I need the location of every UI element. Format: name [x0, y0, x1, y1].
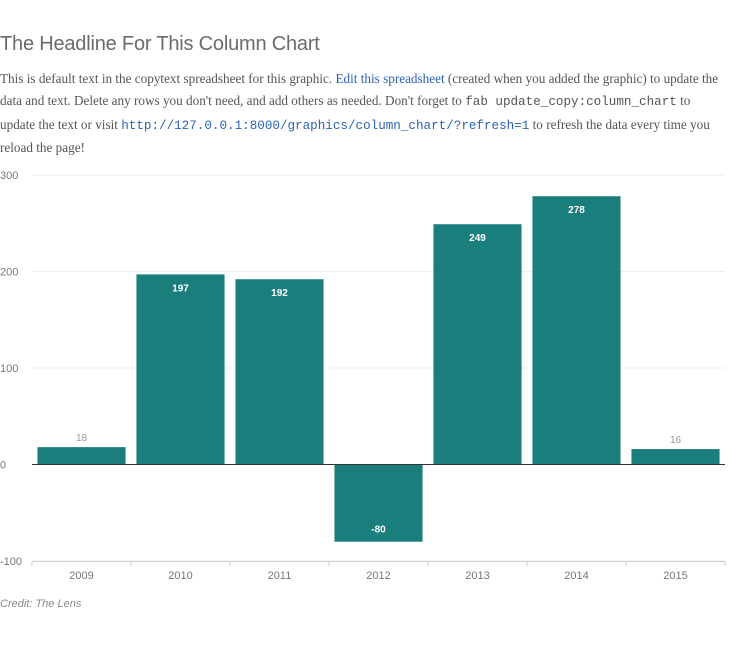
update-command: fab update_copy:column_chart: [465, 95, 677, 110]
y-tick-label: 100: [0, 363, 18, 375]
column-chart: -100 0 100 200 300 18 197 192 -80 249 278 16 2009 201…: [0, 170, 726, 582]
bar: [37, 447, 126, 465]
refresh-url-link[interactable]: http://127.0.0.1:8000/graphics/column_ch…: [121, 118, 530, 133]
bar-value-label: 278: [568, 205, 585, 216]
copy-outro: to refresh the data every time you reloa…: [0, 116, 710, 155]
y-tick-label: 200: [0, 267, 18, 279]
x-tick-label: 2012: [366, 570, 390, 582]
copy-middle: (created when you added the graphic) to …: [0, 71, 719, 109]
bar: [136, 274, 225, 465]
bar: [334, 464, 423, 542]
bar: [631, 449, 720, 465]
edit-spreadsheet-link[interactable]: Edit this spreadsheet: [335, 71, 445, 86]
x-tick-label: 2015: [663, 570, 687, 582]
bar-value-label: 16: [670, 435, 682, 446]
x-tick-label: 2014: [564, 570, 588, 582]
bar: [532, 196, 621, 465]
y-tick-label: 300: [0, 170, 18, 182]
x-tick-label: 2013: [465, 570, 489, 582]
y-tick-label: -100: [0, 556, 22, 568]
chart-credit: Credit: The Lens: [0, 598, 82, 610]
x-tick-label: 2011: [268, 570, 292, 582]
chart-description: This is default text in the copytext spr…: [0, 68, 726, 159]
chart-headline: The Headline For This Column Chart: [0, 33, 320, 55]
copy-intro: This is default text in the copytext spr…: [0, 71, 336, 86]
bar-value-label: -80: [371, 525, 386, 536]
bar-value-label: 18: [76, 433, 88, 444]
bar-value-label: 192: [271, 288, 288, 299]
x-tick-label: 2009: [69, 570, 93, 582]
copy-after-command: to update the text or visit: [0, 93, 691, 132]
bar: [433, 224, 522, 465]
bar-value-label: 197: [172, 283, 189, 294]
bar-value-label: 249: [469, 233, 486, 244]
bar: [235, 279, 324, 465]
x-tick-label: 2010: [168, 570, 192, 582]
y-tick-label: 0: [0, 460, 6, 472]
